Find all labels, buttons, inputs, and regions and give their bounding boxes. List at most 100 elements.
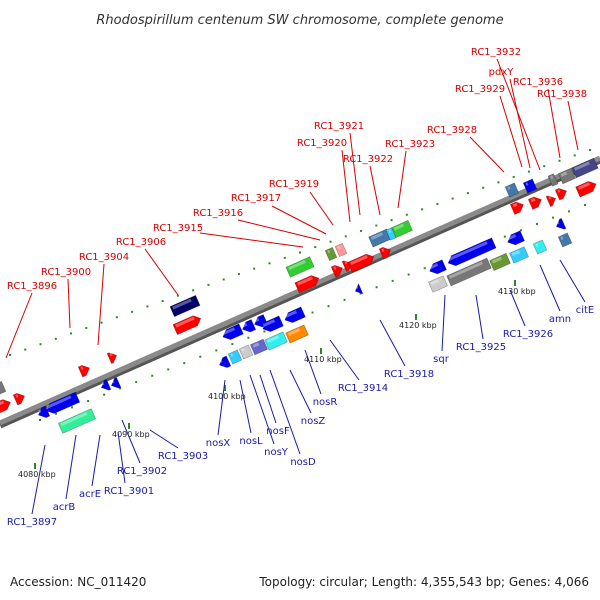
gene-highlight (0, 400, 5, 406)
gene-feature[interactable] (264, 331, 288, 351)
gene-feature[interactable] (0, 380, 7, 396)
gene-feature[interactable] (172, 313, 203, 336)
gene-feature[interactable] (240, 319, 257, 335)
gene-feature[interactable] (554, 186, 569, 201)
gene-feature[interactable] (0, 397, 13, 414)
gene-features[interactable] (0, 157, 599, 434)
gene-label: RC1_3921 (314, 121, 364, 132)
gene-feature[interactable] (330, 263, 345, 278)
gene-label: RC1_3925 (456, 342, 506, 353)
gene-feature[interactable] (378, 245, 393, 260)
gene-feature[interactable] (428, 275, 448, 293)
label-leader-line (369, 165, 381, 216)
gene-label: RC1_3929 (455, 84, 505, 95)
gene-feature[interactable] (489, 252, 511, 272)
gene-feature[interactable] (106, 350, 119, 365)
gene-feature[interactable] (505, 230, 525, 248)
label-leader-line (567, 100, 579, 151)
gene-label: RC1_3922 (343, 154, 393, 165)
gene-feature[interactable] (554, 217, 567, 231)
gene-highlight (266, 335, 280, 343)
tick-dot (167, 368, 170, 371)
gene-feature[interactable] (44, 391, 81, 416)
gene-feature[interactable] (522, 178, 538, 194)
gene-shape (347, 253, 375, 273)
gene-shape (169, 294, 201, 318)
tick-dot (119, 387, 122, 390)
gene-shape (522, 178, 538, 194)
gene-feature[interactable] (575, 179, 599, 198)
gene-shape (110, 376, 122, 389)
gene-feature[interactable] (509, 246, 529, 264)
gene-label: RC1_3932 (471, 47, 521, 58)
gene-shape (242, 319, 257, 333)
gene-highlight (525, 182, 529, 186)
gene-feature[interactable] (283, 306, 306, 325)
gene-shape (555, 217, 567, 230)
gene-label: pdxY (489, 67, 515, 78)
gene-feature[interactable] (217, 355, 232, 370)
gene-feature[interactable] (527, 195, 543, 210)
tick-dot (9, 354, 11, 356)
gene-feature[interactable] (261, 315, 284, 334)
tick-dot (360, 229, 363, 232)
gene-highlight (429, 263, 439, 270)
label-leader-line (91, 434, 101, 487)
tick-dot (512, 175, 515, 178)
gene-feature[interactable] (547, 173, 559, 187)
tick-dot (70, 332, 73, 335)
gene-feature[interactable] (509, 200, 525, 215)
gene-feature[interactable] (504, 182, 520, 198)
tick-dot (407, 273, 410, 276)
gene-feature[interactable] (227, 349, 243, 365)
gene-feature[interactable] (77, 363, 92, 378)
tick-dot (222, 278, 225, 281)
label-leader-line (67, 278, 71, 329)
gene-shape (57, 408, 97, 434)
gene-shape (489, 252, 511, 272)
gene-feature[interactable] (446, 237, 497, 268)
gene-highlight (370, 232, 384, 240)
gene-feature[interactable] (109, 376, 122, 390)
gene-feature[interactable] (249, 338, 269, 356)
label-leader-line (469, 136, 505, 173)
gene-feature[interactable] (334, 242, 348, 258)
gene-feature[interactable] (294, 273, 321, 294)
gene-label: RC1_3903 (158, 451, 208, 462)
tick-dot (161, 300, 164, 303)
gene-feature[interactable] (532, 239, 548, 255)
gene-feature[interactable] (385, 227, 397, 241)
gene-feature[interactable] (221, 323, 244, 342)
gene-feature[interactable] (12, 391, 27, 406)
gene-feature[interactable] (57, 408, 97, 434)
gene-feature[interactable] (324, 246, 338, 262)
gene-feature[interactable] (391, 219, 413, 239)
label-leader-line (65, 434, 77, 500)
gene-feature[interactable] (446, 257, 492, 287)
gene-feature[interactable] (571, 157, 599, 179)
tick-dot (54, 337, 57, 340)
gene-feature[interactable] (353, 283, 364, 296)
gene-feature[interactable] (545, 193, 558, 208)
gene-feature[interactable] (285, 324, 309, 344)
gene-label: RC1_3928 (427, 125, 477, 136)
tick-dot (329, 240, 332, 243)
tick-dot (268, 262, 271, 265)
gene-feature[interactable] (169, 294, 201, 318)
gene-highlight (535, 243, 539, 247)
gene-label: RC1_3938 (537, 89, 587, 100)
gene-feature[interactable] (238, 344, 254, 360)
gene-feature[interactable] (99, 378, 112, 392)
gene-shape (46, 391, 81, 414)
gene-highlight (448, 261, 484, 279)
gene-shape (507, 230, 525, 246)
gene-feature[interactable] (36, 405, 51, 420)
gene-labels: RC1_3896 RC1_3900 RC1_3904 RC1_3906 RC1_3915… (5, 47, 594, 528)
label-leader-line (509, 78, 531, 169)
gene-feature[interactable] (347, 252, 376, 273)
gene-feature[interactable] (285, 256, 315, 278)
gene-feature[interactable] (557, 167, 577, 185)
gene-feature[interactable] (427, 259, 447, 277)
tick-dot (247, 336, 250, 339)
gene-feature[interactable] (557, 232, 573, 248)
